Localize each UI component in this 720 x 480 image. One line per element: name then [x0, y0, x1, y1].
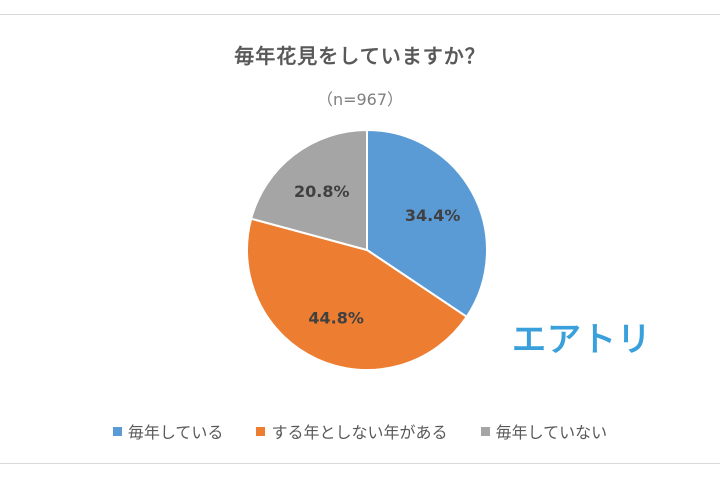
- slice-never: [249, 128, 368, 252]
- slice-some-years-label: 44.8%: [308, 309, 364, 328]
- slice-never-label: 20.8%: [294, 182, 350, 201]
- slice-some-years: [246, 217, 469, 371]
- chart-subtitle: （n=967）: [316, 90, 404, 109]
- legend-label-every-year: 毎年している: [127, 423, 224, 442]
- slice-every-year: [366, 128, 488, 319]
- chart-title: 毎年花見をしていますか？: [234, 44, 486, 68]
- top-divider: [0, 14, 720, 15]
- legend-swatch-some-years: [256, 427, 266, 436]
- chart-legend: 毎年している する年としない年がある 毎年していない: [0, 419, 720, 443]
- legend-swatch-every-year: [112, 427, 122, 436]
- legend-item-every-year: 毎年している: [112, 419, 224, 443]
- legend-swatch-never: [480, 427, 490, 436]
- slice-every-year-label: 34.4%: [405, 206, 461, 225]
- pie-slices: [246, 128, 488, 371]
- bottom-divider: [0, 463, 720, 464]
- legend-label-never: 毎年していない: [495, 423, 608, 442]
- airtrip-logo: エアトリ: [512, 320, 652, 360]
- pie-slice-labels: 34.4% 44.8% 20.8%: [294, 182, 460, 328]
- legend-item-some-years: する年としない年がある: [256, 419, 448, 443]
- legend-label-some-years: する年としない年がある: [271, 423, 448, 442]
- legend-item-never: 毎年していない: [480, 419, 608, 443]
